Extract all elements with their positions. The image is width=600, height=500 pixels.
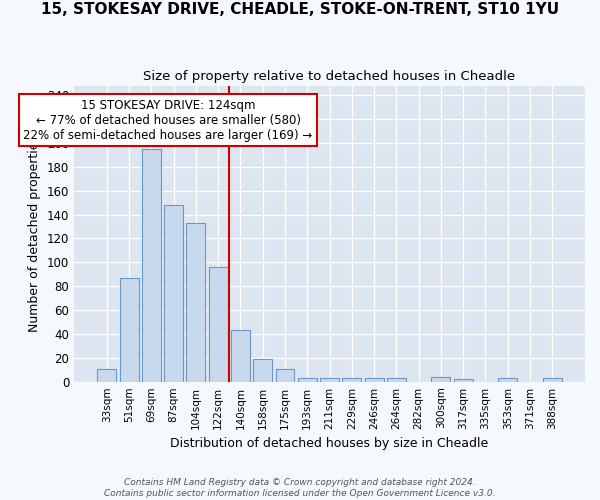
Bar: [343, 378, 361, 382]
Bar: [275, 368, 295, 382]
Bar: [231, 330, 250, 382]
Bar: [298, 378, 317, 382]
Y-axis label: Number of detached properties: Number of detached properties: [28, 135, 41, 332]
Bar: [498, 378, 517, 382]
Text: 15 STOKESAY DRIVE: 124sqm
← 77% of detached houses are smaller (580)
22% of semi: 15 STOKESAY DRIVE: 124sqm ← 77% of detac…: [23, 98, 313, 142]
Bar: [142, 149, 161, 382]
Bar: [543, 378, 562, 382]
Bar: [164, 205, 183, 382]
Bar: [365, 378, 383, 382]
Title: Size of property relative to detached houses in Cheadle: Size of property relative to detached ho…: [143, 70, 515, 83]
Text: Contains HM Land Registry data © Crown copyright and database right 2024.
Contai: Contains HM Land Registry data © Crown c…: [104, 478, 496, 498]
Bar: [209, 267, 227, 382]
Bar: [431, 377, 451, 382]
Bar: [320, 378, 339, 382]
Bar: [97, 368, 116, 382]
X-axis label: Distribution of detached houses by size in Cheadle: Distribution of detached houses by size …: [170, 437, 488, 450]
Bar: [387, 378, 406, 382]
Bar: [187, 223, 205, 382]
Bar: [119, 278, 139, 382]
Text: 15, STOKESAY DRIVE, CHEADLE, STOKE-ON-TRENT, ST10 1YU: 15, STOKESAY DRIVE, CHEADLE, STOKE-ON-TR…: [41, 2, 559, 18]
Bar: [454, 380, 473, 382]
Bar: [253, 359, 272, 382]
